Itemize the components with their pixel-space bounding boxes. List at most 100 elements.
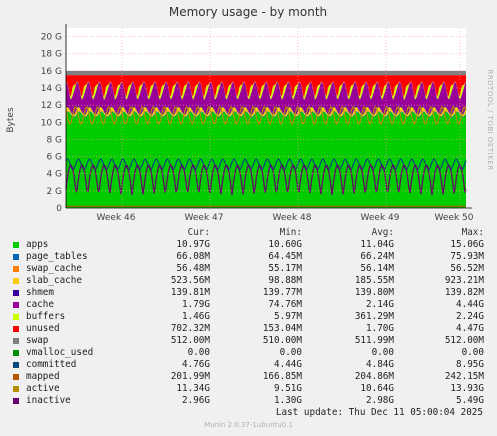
legend-max-value: 242.15M [444, 371, 484, 382]
legend-row-vmalloc_used: vmalloc_used 0.00 0.00 0.00 0.00 [12, 347, 490, 359]
legend-avg-value: 4.84G [366, 359, 394, 370]
legend-min-value: 166.85M [262, 371, 302, 382]
legend-min-value: 5.97M [274, 311, 302, 322]
legend-max-value: 923.21M [444, 275, 484, 286]
legend-cur-value: 11.34G [176, 383, 210, 394]
legend-cur-value: 0.00 [187, 347, 210, 358]
chart-title: Memory usage - by month [169, 5, 327, 19]
legend-min-value: 74.76M [268, 299, 302, 310]
y-tick-label-0: 0 [56, 204, 62, 214]
legend-min-value: 0.00 [279, 347, 302, 358]
legend-max-value: 75.93M [450, 251, 484, 262]
legend-label: vmalloc_used [26, 347, 94, 358]
legend-swatch [13, 278, 19, 284]
y-tick-label-5: 10 G [41, 118, 62, 128]
memory-chart: Memory usage - by month Bytes RRDTOOL / … [6, 5, 494, 223]
legend-row-page_tables: page_tables 66.08M 64.45M 66.24M 75.93M [12, 251, 490, 263]
legend-cur-value: 10.97G [176, 239, 210, 250]
legend-label: committed [26, 359, 77, 370]
legend-min-value: 55.17M [268, 263, 302, 274]
y-tick-label-4: 8 G [46, 135, 62, 145]
x-tick-label-0: Week 46 [97, 213, 136, 223]
legend-row-shmem: shmem 139.81M 139.77M 139.80M 139.82M [12, 287, 490, 299]
legend-label: unused [26, 323, 60, 334]
area-cache [66, 81, 466, 114]
legend-avg-value: 2.14G [366, 299, 394, 310]
area-shmem [66, 105, 466, 115]
legend-avg-value: 10.64G [360, 383, 394, 394]
x-tick-label-1: Week 47 [185, 213, 224, 223]
legend-swatch [13, 398, 19, 404]
legend-min-value: 64.45M [268, 251, 302, 262]
legend-max-value: 15.06G [450, 239, 484, 250]
legend-row-cache: cache 1.79G 74.76M 2.14G 4.44G [12, 299, 490, 311]
plot-area: 0 2 G 4 G 6 G 8 G 10 G 12 G 14 G 16 G 18 G 20 G Wee… [41, 24, 474, 223]
legend-swatch [13, 374, 19, 380]
legend-min-value: 9.51G [274, 383, 302, 394]
y-tick-label-6: 12 G [41, 101, 62, 111]
area-buffers [66, 81, 466, 100]
legend-avg-value: 2.98G [366, 395, 394, 406]
legend-min-value: 510.00M [262, 335, 302, 346]
legend-avg-value: 361.29M [354, 311, 394, 322]
y-tick-label-2: 4 G [46, 170, 62, 180]
legend-swatch [13, 266, 19, 272]
y-axis-label: Bytes [6, 107, 16, 133]
legend-min-value: 153.04M [262, 323, 302, 334]
legend-swatch [13, 326, 19, 332]
area-swap [66, 70, 466, 76]
legend-max-value: 13.93G [450, 383, 484, 394]
legend-cur-value: 139.81M [170, 287, 210, 298]
legend-label: apps [26, 239, 49, 250]
legend-cur-value: 66.08M [176, 251, 210, 262]
y-tick-label-10: 20 G [41, 33, 62, 43]
legend-label: mapped [26, 371, 60, 382]
legend-label: cache [26, 299, 54, 310]
legend-swatch [13, 290, 19, 296]
legend-avg-value: 66.24M [360, 251, 394, 262]
legend-cur-value: 201.99M [170, 371, 210, 382]
last-update: Last update: Thu Dec 11 05:00:04 2025 [275, 407, 483, 418]
legend-header: Cur: Min: Avg: Max: [12, 227, 490, 239]
legend-cur-value: 523.56M [170, 275, 210, 286]
legend-label: shmem [26, 287, 54, 298]
legend-max-value: 0.00 [461, 347, 484, 358]
legend-max-value: 512.00M [444, 335, 484, 346]
legend-avg-value: 139.80M [354, 287, 394, 298]
legend: Cur: Min: Avg: Max: apps 10.97G 10.60G 11.0… [12, 227, 490, 407]
legend-row-committed: committed 4.76G 4.44G 4.84G 8.95G [12, 359, 490, 371]
col-cur: Cur: [187, 227, 210, 238]
legend-swatch [13, 386, 19, 392]
legend-max-value: 4.44G [456, 299, 484, 310]
legend-swatch [13, 362, 19, 368]
legend-max-value: 56.52M [450, 263, 484, 274]
legend-max-value: 5.49G [456, 395, 484, 406]
legend-cur-value: 4.76G [182, 359, 210, 370]
legend-label: slab_cache [26, 275, 82, 286]
legend-cur-value: 56.48M [176, 263, 210, 274]
legend-cur-value: 1.79G [182, 299, 210, 310]
legend-label: inactive [26, 395, 71, 406]
legend-avg-value: 1.70G [366, 323, 394, 334]
legend-swatch [13, 302, 19, 308]
legend-row-swap_cache: swap_cache 56.48M 55.17M 56.14M 56.52M [12, 263, 490, 275]
legend-row-active: active 11.34G 9.51G 10.64G 13.93G [12, 383, 490, 395]
line-inactive [65, 164, 467, 196]
legend-max-value: 139.82M [444, 287, 484, 298]
legend-cur-value: 702.32M [170, 323, 210, 334]
legend-label: swap [26, 335, 49, 346]
col-max: Max: [461, 227, 484, 238]
legend-label: buffers [26, 311, 66, 322]
legend-min-value: 139.77M [262, 287, 302, 298]
legend-min-value: 4.44G [274, 359, 302, 370]
legend-row-unused: unused 702.32M 153.04M 1.70G 4.47G [12, 323, 490, 335]
area-unused [66, 75, 466, 98]
legend-swatch [13, 350, 19, 356]
legend-min-value: 10.60G [268, 239, 302, 250]
legend-max-value: 8.95G [456, 359, 484, 370]
legend-label: swap_cache [26, 263, 82, 274]
legend-avg-value: 204.86M [354, 371, 394, 382]
rrdtool-credit: RRDTOOL / TOBI OETIKER [486, 69, 494, 170]
legend-row-apps: apps 10.97G 10.60G 11.04G 15.06G [12, 239, 490, 251]
legend-swatch [13, 254, 19, 260]
